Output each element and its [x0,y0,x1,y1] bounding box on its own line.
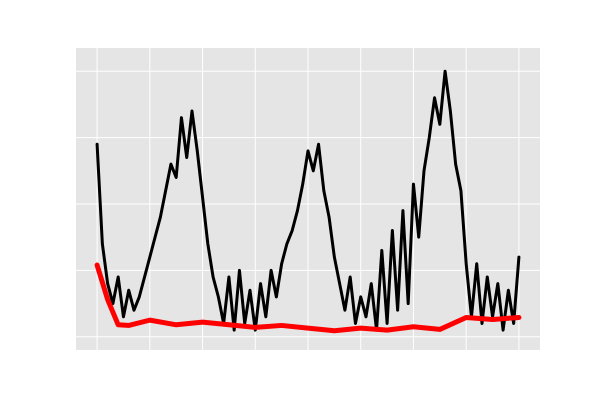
data-line [95,69,521,332]
data-line [94,262,522,334]
